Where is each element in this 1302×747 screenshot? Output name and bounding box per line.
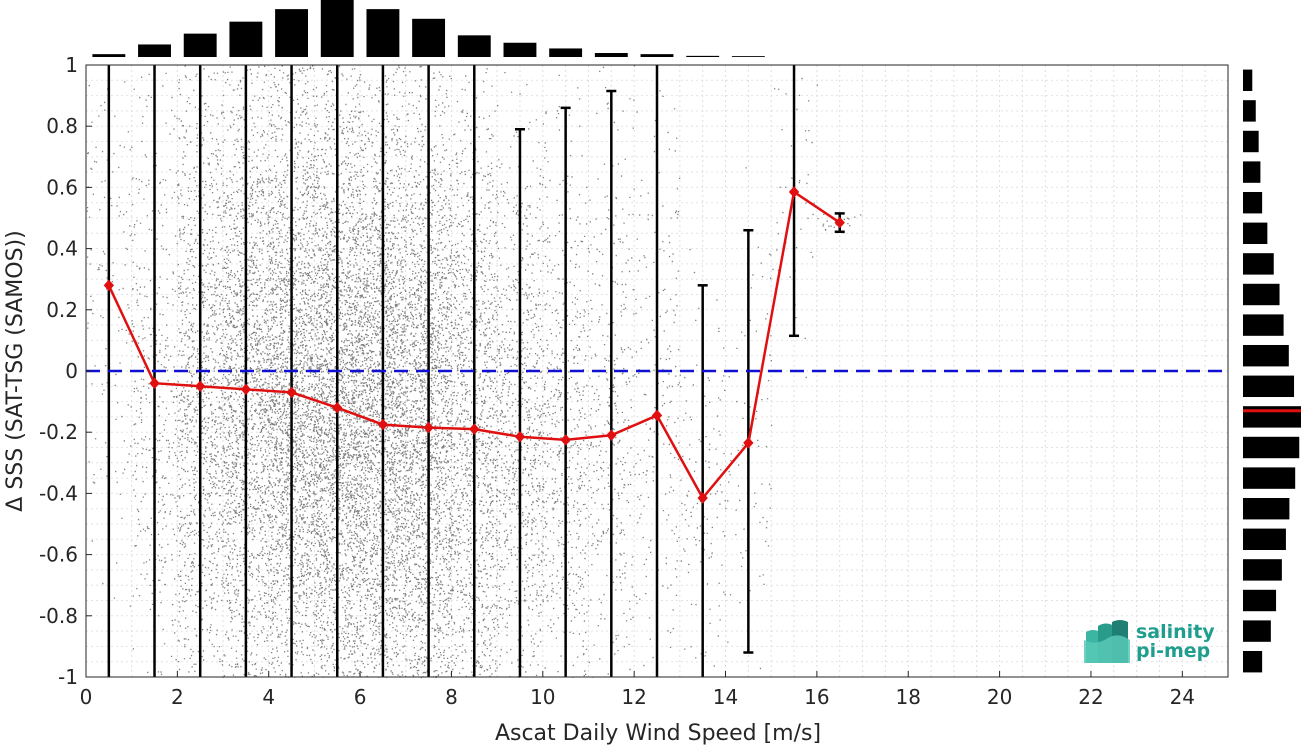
right-histogram-bar xyxy=(1243,559,1282,580)
top-histogram-bar xyxy=(275,9,308,57)
y-tick-label: 0.4 xyxy=(46,237,78,261)
x-tick-label: 22 xyxy=(1078,685,1103,709)
top-histogram-bar xyxy=(412,19,445,57)
right-histogram-bar xyxy=(1243,314,1284,335)
right-histogram-bar xyxy=(1243,590,1276,611)
y-tick-label: -0.6 xyxy=(39,543,78,567)
x-tick-label: 8 xyxy=(445,685,458,709)
y-tick-label: -1 xyxy=(58,665,78,689)
right-histogram-bar xyxy=(1243,498,1289,519)
y-tick-label: -0.4 xyxy=(39,481,78,505)
right-histogram xyxy=(1243,70,1301,673)
right-histogram-bar xyxy=(1243,131,1259,152)
y-tick-label: -0.8 xyxy=(39,604,78,628)
right-histogram-bar xyxy=(1243,376,1294,397)
x-axis-label: Ascat Daily Wind Speed [m/s] xyxy=(495,721,821,746)
top-histogram-bar xyxy=(184,34,217,57)
top-histogram-bar xyxy=(549,48,582,57)
x-tick-label: 10 xyxy=(530,685,555,709)
top-histogram-bar xyxy=(138,44,171,57)
y-tick-label: 1 xyxy=(65,53,78,77)
right-histogram-bar xyxy=(1243,437,1299,458)
right-histogram-bar xyxy=(1243,253,1274,274)
x-tick-label: 4 xyxy=(262,685,275,709)
top-histogram-bar xyxy=(321,0,354,57)
logo-line2: pi-mep xyxy=(1136,640,1210,662)
y-tick-label: 0.2 xyxy=(46,298,78,322)
top-histogram-bar xyxy=(732,56,765,57)
top-histogram-bar xyxy=(504,43,537,57)
y-tick-label: -0.2 xyxy=(39,420,78,444)
right-histogram-bar xyxy=(1243,100,1256,121)
x-tick-label: 16 xyxy=(804,685,829,709)
x-tick-label: 2 xyxy=(171,685,184,709)
right-histogram-bar xyxy=(1243,223,1267,244)
x-tick-label: 6 xyxy=(354,685,367,709)
salinity-pi-mep-logo: salinity pi-mep xyxy=(1084,620,1215,663)
right-histogram-bar xyxy=(1243,70,1252,91)
y-tick-label: 0.6 xyxy=(46,175,78,199)
top-histogram-bar xyxy=(92,54,125,57)
right-histogram-bar xyxy=(1243,284,1280,305)
right-histogram-bar xyxy=(1243,345,1289,366)
y-axis-label: Δ SSS (SAT-TSG (SAMOS)) xyxy=(3,230,28,511)
right-histogram-bar xyxy=(1243,529,1286,550)
right-histogram-bar xyxy=(1243,620,1271,641)
x-tick-label: 18 xyxy=(896,685,921,709)
top-histogram xyxy=(92,0,764,57)
top-histogram-bar xyxy=(686,56,719,57)
top-histogram-bar xyxy=(229,22,262,57)
x-tick-label: 14 xyxy=(713,685,738,709)
y-tick-label: 0 xyxy=(65,359,78,383)
top-histogram-bar xyxy=(641,54,674,57)
top-histogram-bar xyxy=(595,53,628,57)
right-histogram-bar xyxy=(1243,161,1260,182)
right-histogram-bar xyxy=(1243,651,1262,672)
top-histogram-bar xyxy=(458,35,491,57)
right-histogram-bar xyxy=(1243,467,1295,488)
x-tick-label: 0 xyxy=(80,685,93,709)
x-tick-label: 12 xyxy=(621,685,646,709)
x-tick-label: 20 xyxy=(987,685,1012,709)
x-tick-label: 24 xyxy=(1170,685,1195,709)
right-histogram-bar xyxy=(1243,192,1262,213)
top-histogram-bar xyxy=(366,9,399,57)
y-tick-label: 0.8 xyxy=(46,114,78,138)
